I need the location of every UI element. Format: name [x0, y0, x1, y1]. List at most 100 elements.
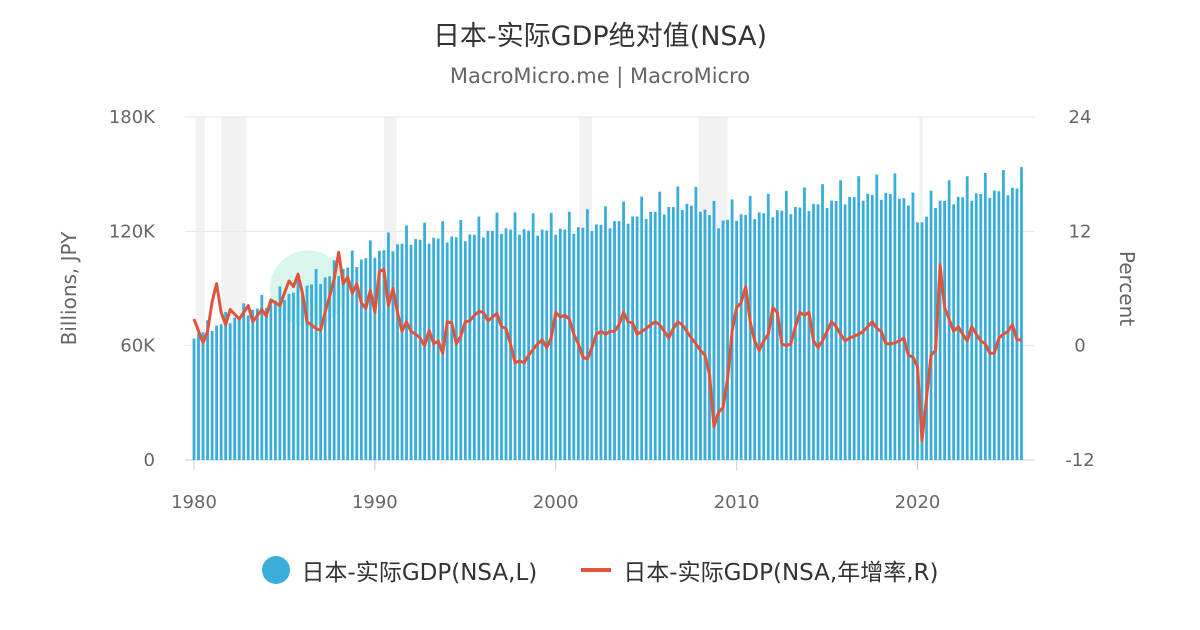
gdp-bar — [323, 277, 327, 460]
gdp-bar — [491, 231, 494, 460]
gdp-bar — [319, 284, 323, 460]
gdp-bar — [314, 268, 318, 460]
gdp-bar — [626, 223, 630, 460]
gdp-bar — [943, 200, 947, 460]
gdp-bar — [830, 200, 833, 460]
left-tick-label: 180K — [109, 107, 156, 128]
gdp-bar — [789, 214, 793, 460]
gdp-bar — [445, 242, 449, 460]
gdp-bar — [500, 233, 503, 460]
gdp-bar — [531, 213, 535, 460]
gdp-bar — [436, 238, 440, 460]
gdp-bar — [477, 216, 481, 460]
gdp-bar — [463, 241, 467, 460]
gdp-bar — [712, 200, 716, 460]
gdp-bar — [522, 229, 526, 460]
gdp-bar — [242, 303, 246, 460]
gdp-bar — [929, 190, 933, 460]
gdp-bar — [504, 228, 508, 460]
gdp-bar — [228, 323, 232, 460]
gdp-bar — [911, 192, 915, 460]
gdp-bar — [920, 222, 924, 460]
gdp-bar — [703, 209, 707, 460]
gdp-bar — [527, 230, 531, 460]
gdp-bar — [793, 207, 797, 460]
gdp-bar — [328, 276, 332, 460]
gdp-bar — [210, 330, 214, 460]
right-tick-label: -12 — [1065, 450, 1094, 471]
gdp-bar — [888, 193, 892, 460]
gdp-bar — [468, 234, 472, 460]
gdp-bar — [983, 172, 987, 460]
gdp-bar — [481, 237, 485, 460]
legend: 日本-实际GDP(NSA,L) 日本-实际GDP(NSA,年增率,R) — [0, 548, 1200, 592]
gdp-bar — [599, 224, 603, 460]
gdp-bar — [554, 234, 558, 460]
gdp-bar — [585, 209, 589, 460]
recession-band-3 — [579, 117, 592, 460]
chart-canvas: 0 60K 120K 180K -12 0 12 24 1980 1990 2000 2010 2020… — [57, 107, 1139, 513]
gdp-bar — [215, 325, 219, 460]
gdp-bar — [816, 204, 820, 460]
gdp-bar — [368, 240, 372, 460]
gdp-bar — [897, 198, 901, 461]
gdp-bar — [775, 210, 779, 460]
gdp-bar — [671, 207, 675, 460]
x-tick-label: 2010 — [714, 492, 760, 513]
right-tick-label: 24 — [1069, 107, 1092, 128]
gdp-bar — [988, 198, 992, 460]
gdp-bar — [206, 320, 209, 460]
gdp-bar — [938, 200, 942, 460]
gdp-bar — [875, 174, 879, 460]
gdp-bar — [472, 234, 476, 460]
gdp-bar — [739, 214, 743, 460]
gdp-bar — [373, 257, 377, 460]
gdp-bar — [233, 317, 237, 460]
gdp-bar — [278, 286, 282, 460]
gdp-bar — [400, 243, 404, 460]
gdp-bar — [852, 197, 856, 461]
gdp-bar — [255, 308, 259, 460]
gdp-bar — [427, 243, 431, 460]
gdp-bar — [396, 244, 399, 460]
gdp-bar — [251, 309, 255, 460]
gdp-bar — [391, 251, 395, 460]
gdp-bar — [536, 235, 540, 460]
gdp-bar — [414, 238, 417, 460]
gdp-bar — [694, 186, 698, 460]
gdp-bar — [264, 307, 268, 460]
left-tick-label: 120K — [109, 221, 156, 242]
x-tick-label: 2000 — [533, 492, 579, 513]
gdp-bar — [857, 176, 861, 460]
gdp-bar — [418, 239, 422, 460]
gdp-bar — [821, 184, 824, 461]
gdp-bar — [834, 200, 838, 460]
gdp-bar — [807, 211, 811, 460]
gdp-bar — [726, 219, 729, 460]
left-axis-title: Billions, JPY — [57, 231, 81, 346]
gdp-bar — [997, 191, 1001, 460]
legend-item-gdp[interactable]: 日本-实际GDP(NSA,L) — [261, 553, 537, 587]
left-tick-label: 60K — [120, 336, 156, 357]
gdp-bar — [757, 212, 761, 460]
gdp-bar — [721, 220, 725, 460]
gdp-bar — [364, 258, 368, 460]
gdp-bar — [305, 285, 309, 460]
gdp-bar — [902, 198, 906, 460]
growth-rate-line[interactable] — [192, 250, 1022, 443]
gdp-bar — [1001, 170, 1005, 460]
legend-item-growth[interactable]: 日本-实际GDP(NSA,年增率,R) — [581, 553, 938, 587]
gdp-bar — [771, 217, 775, 460]
gdp-bar — [622, 201, 625, 460]
gdp-bar — [762, 213, 766, 460]
gdp-bar — [640, 196, 644, 460]
gdp-bar — [608, 228, 612, 460]
gdp-bar — [784, 190, 788, 461]
legend-label-growth: 日本-实际GDP(NSA,年增率,R) — [623, 560, 939, 586]
gdp-bar — [870, 194, 874, 460]
gdp-bar — [1015, 188, 1019, 461]
gdp-bar — [1006, 195, 1010, 461]
gdp-bar — [382, 250, 386, 460]
left-tick-label: 0 — [144, 450, 155, 471]
gdp-bar — [662, 214, 666, 460]
